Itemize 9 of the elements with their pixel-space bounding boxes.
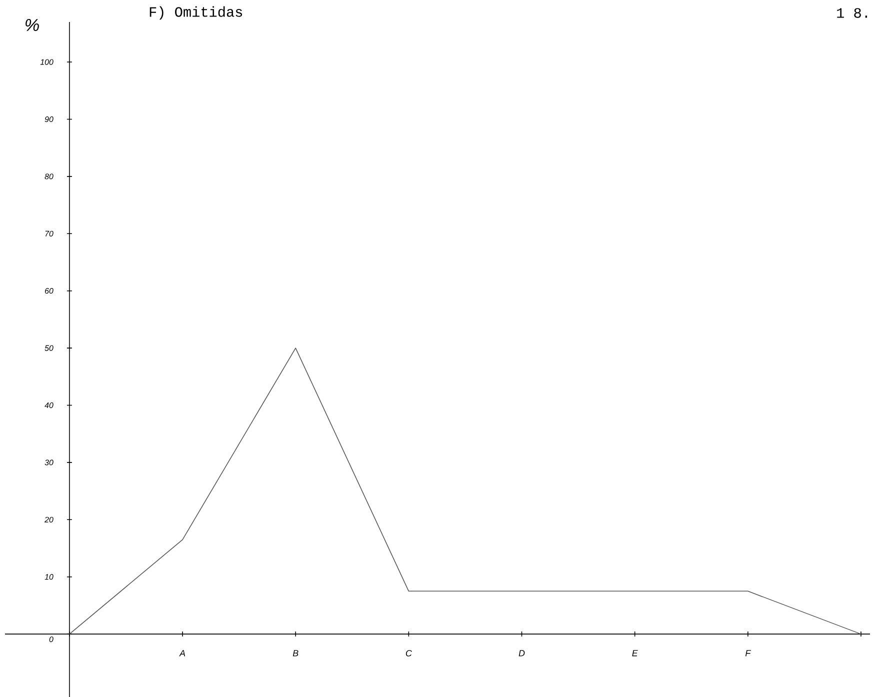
x-tick-label: E (632, 650, 638, 656)
x-tick-label: B (292, 650, 298, 656)
x-tick-label: A (179, 650, 186, 656)
x-tick-label: C (406, 650, 412, 656)
x-tick-label: F (745, 650, 752, 656)
text: 1 8. (837, 8, 867, 18)
x-tick-label: D (518, 650, 525, 656)
y-axis-title: % (26, 18, 39, 32)
chart-title: F) Omitidas (150, 6, 242, 20)
